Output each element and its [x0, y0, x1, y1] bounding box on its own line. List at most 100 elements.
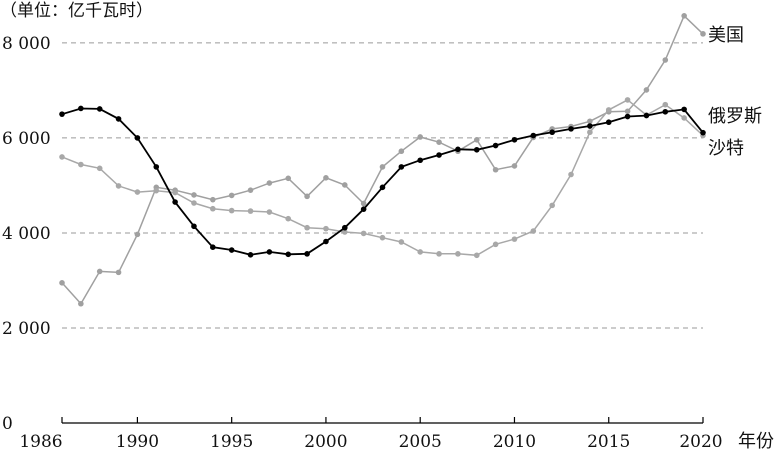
- data-point-2-8: [210, 205, 216, 212]
- data-point-1-24: [511, 137, 518, 143]
- data-point-2-17: [379, 234, 386, 241]
- axes: [61, 417, 704, 424]
- data-point-0-20: [436, 139, 442, 145]
- data-point-0-16: [360, 200, 367, 207]
- data-point-2-3: [115, 183, 122, 189]
- data-point-0-34: [700, 31, 706, 37]
- x-unit-label: 年份: [738, 431, 774, 452]
- data-point-1-10: [247, 251, 254, 258]
- data-point-2-10: [247, 208, 254, 214]
- data-point-0-8: [210, 196, 216, 203]
- y-tick-label-3: 6 000: [2, 129, 51, 149]
- data-point-1-0: [59, 111, 65, 117]
- data-point-1-15: [341, 224, 348, 231]
- data-point-1-13: [304, 251, 310, 257]
- data-point-2-26: [549, 202, 555, 209]
- data-point-0-4: [134, 231, 141, 238]
- data-point-0-15: [341, 182, 348, 188]
- data-point-1-27: [568, 126, 574, 132]
- data-point-1-4: [134, 135, 141, 141]
- data-point-1-25: [530, 132, 537, 139]
- data-point-1-1: [78, 105, 84, 112]
- y-tick-label-0: 0: [2, 414, 13, 434]
- data-point-1-32: [662, 108, 669, 115]
- data-point-0-3: [115, 269, 122, 276]
- data-point-1-14: [323, 238, 329, 245]
- x-tick-label-6: 2015: [587, 432, 630, 452]
- data-point-0-31: [643, 87, 650, 93]
- series-label-1: 俄罗斯: [708, 106, 762, 127]
- data-point-2-28: [587, 129, 593, 136]
- data-point-2-18: [398, 239, 405, 245]
- data-point-1-31: [643, 112, 650, 119]
- data-point-1-7: [191, 223, 197, 230]
- x-tick-label-0: 1986: [19, 432, 62, 452]
- data-point-0-12: [285, 175, 292, 182]
- data-point-1-17: [379, 184, 386, 191]
- x-tick-labels: 1986 1990 1995 2000 2005 2010 2015 2020: [19, 432, 722, 452]
- data-point-1-9: [228, 247, 235, 253]
- data-point-1-29: [605, 119, 612, 126]
- y-tick-label-4: 8 000: [2, 34, 51, 54]
- data-point-2-13: [304, 224, 310, 231]
- data-point-2-24: [511, 236, 518, 242]
- data-point-1-2: [96, 106, 103, 112]
- data-point-0-17: [379, 164, 386, 170]
- data-point-1-26: [549, 129, 555, 136]
- data-point-2-15: [341, 229, 348, 235]
- data-point-1-22: [473, 146, 480, 153]
- data-point-1-11: [266, 249, 273, 255]
- data-point-1-21: [455, 146, 461, 153]
- data-point-2-22: [473, 252, 480, 259]
- y-tick-label-1: 2 000: [2, 319, 51, 339]
- data-point-2-25: [530, 228, 537, 234]
- data-point-0-10: [247, 187, 254, 193]
- data-point-2-19: [417, 249, 424, 255]
- grid-lines: [62, 42, 703, 329]
- x-tick-label-3: 2000: [304, 432, 347, 452]
- data-point-0-28: [587, 118, 593, 125]
- data-point-2-0: [59, 154, 65, 160]
- series-1: [59, 105, 706, 258]
- data-point-1-18: [398, 164, 405, 170]
- data-point-2-2: [96, 165, 103, 172]
- data-point-2-9: [228, 207, 235, 214]
- data-point-1-16: [360, 206, 367, 212]
- data-point-2-21: [455, 251, 461, 257]
- x-tick-label-7: 2020: [679, 432, 722, 452]
- data-point-0-23: [492, 166, 499, 173]
- data-point-2-30: [624, 97, 631, 103]
- data-point-2-11: [266, 209, 273, 215]
- data-point-1-8: [210, 244, 216, 250]
- y-tick-labels: 0 2 000 4 000 6 000 8 000: [2, 34, 51, 434]
- data-point-0-7: [191, 192, 197, 198]
- data-point-1-6: [172, 199, 178, 205]
- series-group: [59, 13, 706, 307]
- data-point-2-6: [172, 189, 178, 196]
- series-line-0: [61, 14, 704, 305]
- data-point-0-1: [78, 300, 84, 307]
- data-point-1-28: [587, 123, 593, 129]
- data-point-1-20: [436, 152, 442, 158]
- data-point-0-11: [266, 180, 273, 186]
- data-point-0-33: [681, 13, 687, 19]
- data-point-0-22: [473, 137, 480, 143]
- data-point-2-27: [568, 171, 574, 178]
- data-point-2-33: [681, 115, 687, 121]
- x-tick-label-4: 2005: [399, 432, 442, 452]
- data-point-0-30: [624, 108, 631, 115]
- data-point-0-9: [228, 192, 235, 199]
- data-point-2-16: [360, 230, 367, 237]
- data-point-2-7: [191, 200, 197, 206]
- y-unit-label: （单位：亿千瓦时）: [0, 1, 153, 21]
- data-point-2-14: [323, 225, 329, 232]
- data-point-1-12: [285, 251, 292, 258]
- data-point-0-2: [96, 268, 103, 275]
- data-point-0-24: [511, 163, 518, 169]
- data-point-1-5: [153, 164, 160, 170]
- data-point-2-12: [285, 215, 292, 222]
- data-point-0-13: [304, 193, 310, 200]
- data-point-0-19: [417, 134, 424, 140]
